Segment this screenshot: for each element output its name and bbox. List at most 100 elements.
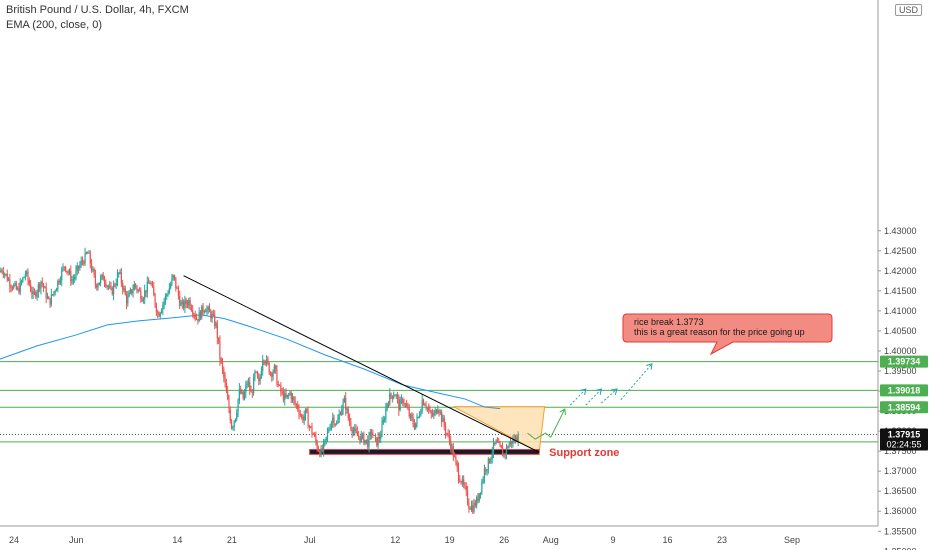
candle-body bbox=[275, 365, 277, 370]
candle-body bbox=[481, 482, 483, 493]
candle-body bbox=[131, 289, 133, 294]
candle-body bbox=[218, 337, 220, 342]
price-label: 1.38594 bbox=[888, 402, 921, 412]
candle-body bbox=[501, 448, 504, 456]
candle-body bbox=[441, 411, 443, 422]
candle-body bbox=[499, 442, 501, 446]
currency-button[interactable]: USD bbox=[894, 4, 922, 16]
callout-text: rice break 1.3773 bbox=[634, 317, 704, 327]
candle-body bbox=[199, 311, 202, 318]
candle-body bbox=[435, 409, 438, 414]
y-tick-label: 1.40500 bbox=[884, 326, 917, 336]
y-tick-label: 1.35500 bbox=[884, 526, 917, 536]
candle-body bbox=[285, 393, 287, 398]
candle-body bbox=[22, 277, 24, 282]
candle-body bbox=[142, 298, 145, 302]
candle-body bbox=[399, 400, 401, 410]
candle-body bbox=[107, 285, 109, 288]
candle-body bbox=[70, 271, 72, 282]
candle-body bbox=[168, 287, 170, 294]
x-tick-label: 21 bbox=[227, 535, 237, 545]
x-tick-label: Sep bbox=[784, 535, 800, 545]
candle-body bbox=[202, 306, 204, 312]
candle-body bbox=[338, 414, 340, 420]
candle-body bbox=[9, 279, 11, 287]
candle-body bbox=[438, 410, 440, 413]
candle-body bbox=[444, 426, 447, 434]
candle-body bbox=[203, 310, 205, 312]
candle-body bbox=[102, 274, 104, 280]
candle-body bbox=[15, 283, 17, 289]
candle-body bbox=[154, 295, 156, 305]
candle-body bbox=[442, 418, 444, 422]
candle-body bbox=[363, 433, 365, 444]
candle-body bbox=[269, 372, 272, 374]
candle-body bbox=[220, 358, 222, 362]
candle-body bbox=[57, 280, 59, 289]
candle-body bbox=[243, 392, 246, 399]
candle-body bbox=[429, 410, 431, 412]
candle-body bbox=[406, 403, 408, 407]
candle-body bbox=[381, 423, 383, 436]
candle-body bbox=[36, 292, 38, 297]
candle-body bbox=[459, 478, 461, 482]
candle-body bbox=[112, 284, 115, 295]
y-tick-label: 1.42500 bbox=[884, 246, 917, 256]
candle-body bbox=[516, 437, 518, 442]
candle-body bbox=[512, 438, 514, 444]
candle-body bbox=[425, 405, 427, 408]
candle-body bbox=[46, 296, 49, 299]
x-tick-label: Jun bbox=[69, 535, 84, 545]
candle-body bbox=[334, 423, 336, 425]
candle-body bbox=[348, 418, 351, 423]
candle-body bbox=[431, 413, 434, 416]
candle-body bbox=[32, 291, 34, 295]
candle-body bbox=[140, 290, 142, 300]
candle-body bbox=[155, 304, 157, 313]
candle-body bbox=[371, 431, 373, 435]
candle-body bbox=[219, 341, 221, 359]
candle-body bbox=[190, 307, 192, 311]
candle-body bbox=[160, 310, 163, 313]
candle-body bbox=[446, 433, 448, 435]
candle-body bbox=[103, 279, 106, 283]
candle-body bbox=[167, 293, 169, 295]
candle-body bbox=[205, 310, 207, 313]
candle-body bbox=[207, 307, 209, 310]
candle-body bbox=[454, 456, 456, 458]
candle-body bbox=[238, 389, 240, 401]
candle-body bbox=[229, 409, 231, 421]
candle-body bbox=[455, 456, 457, 462]
candle-body bbox=[509, 441, 511, 445]
candle-body bbox=[76, 265, 78, 271]
candle-body bbox=[332, 417, 334, 423]
candle-body bbox=[17, 287, 19, 289]
candle-body bbox=[171, 278, 173, 285]
candle-body bbox=[428, 407, 430, 411]
candle-body bbox=[114, 284, 116, 286]
candle-body bbox=[333, 417, 335, 424]
candle-body bbox=[508, 444, 510, 448]
candle-body bbox=[111, 288, 113, 295]
candle-body bbox=[2, 271, 4, 275]
candle-body bbox=[464, 484, 466, 487]
candle-body bbox=[389, 393, 391, 405]
candle-body bbox=[68, 271, 71, 273]
candle-body bbox=[146, 281, 148, 293]
candle-body bbox=[101, 274, 103, 278]
candle-body bbox=[276, 369, 278, 384]
candle-body bbox=[237, 400, 239, 413]
trendline bbox=[183, 275, 540, 453]
candle-body bbox=[317, 448, 320, 452]
projection-arrow bbox=[569, 388, 587, 406]
x-tick-label: 14 bbox=[172, 535, 182, 545]
y-tick-label: 1.35000 bbox=[884, 546, 917, 550]
x-tick-label: 26 bbox=[499, 535, 509, 545]
candle-body bbox=[215, 323, 217, 327]
candle-body bbox=[477, 497, 479, 501]
candle-body bbox=[96, 284, 98, 288]
candle-body bbox=[100, 277, 102, 283]
candle-body bbox=[246, 383, 248, 386]
